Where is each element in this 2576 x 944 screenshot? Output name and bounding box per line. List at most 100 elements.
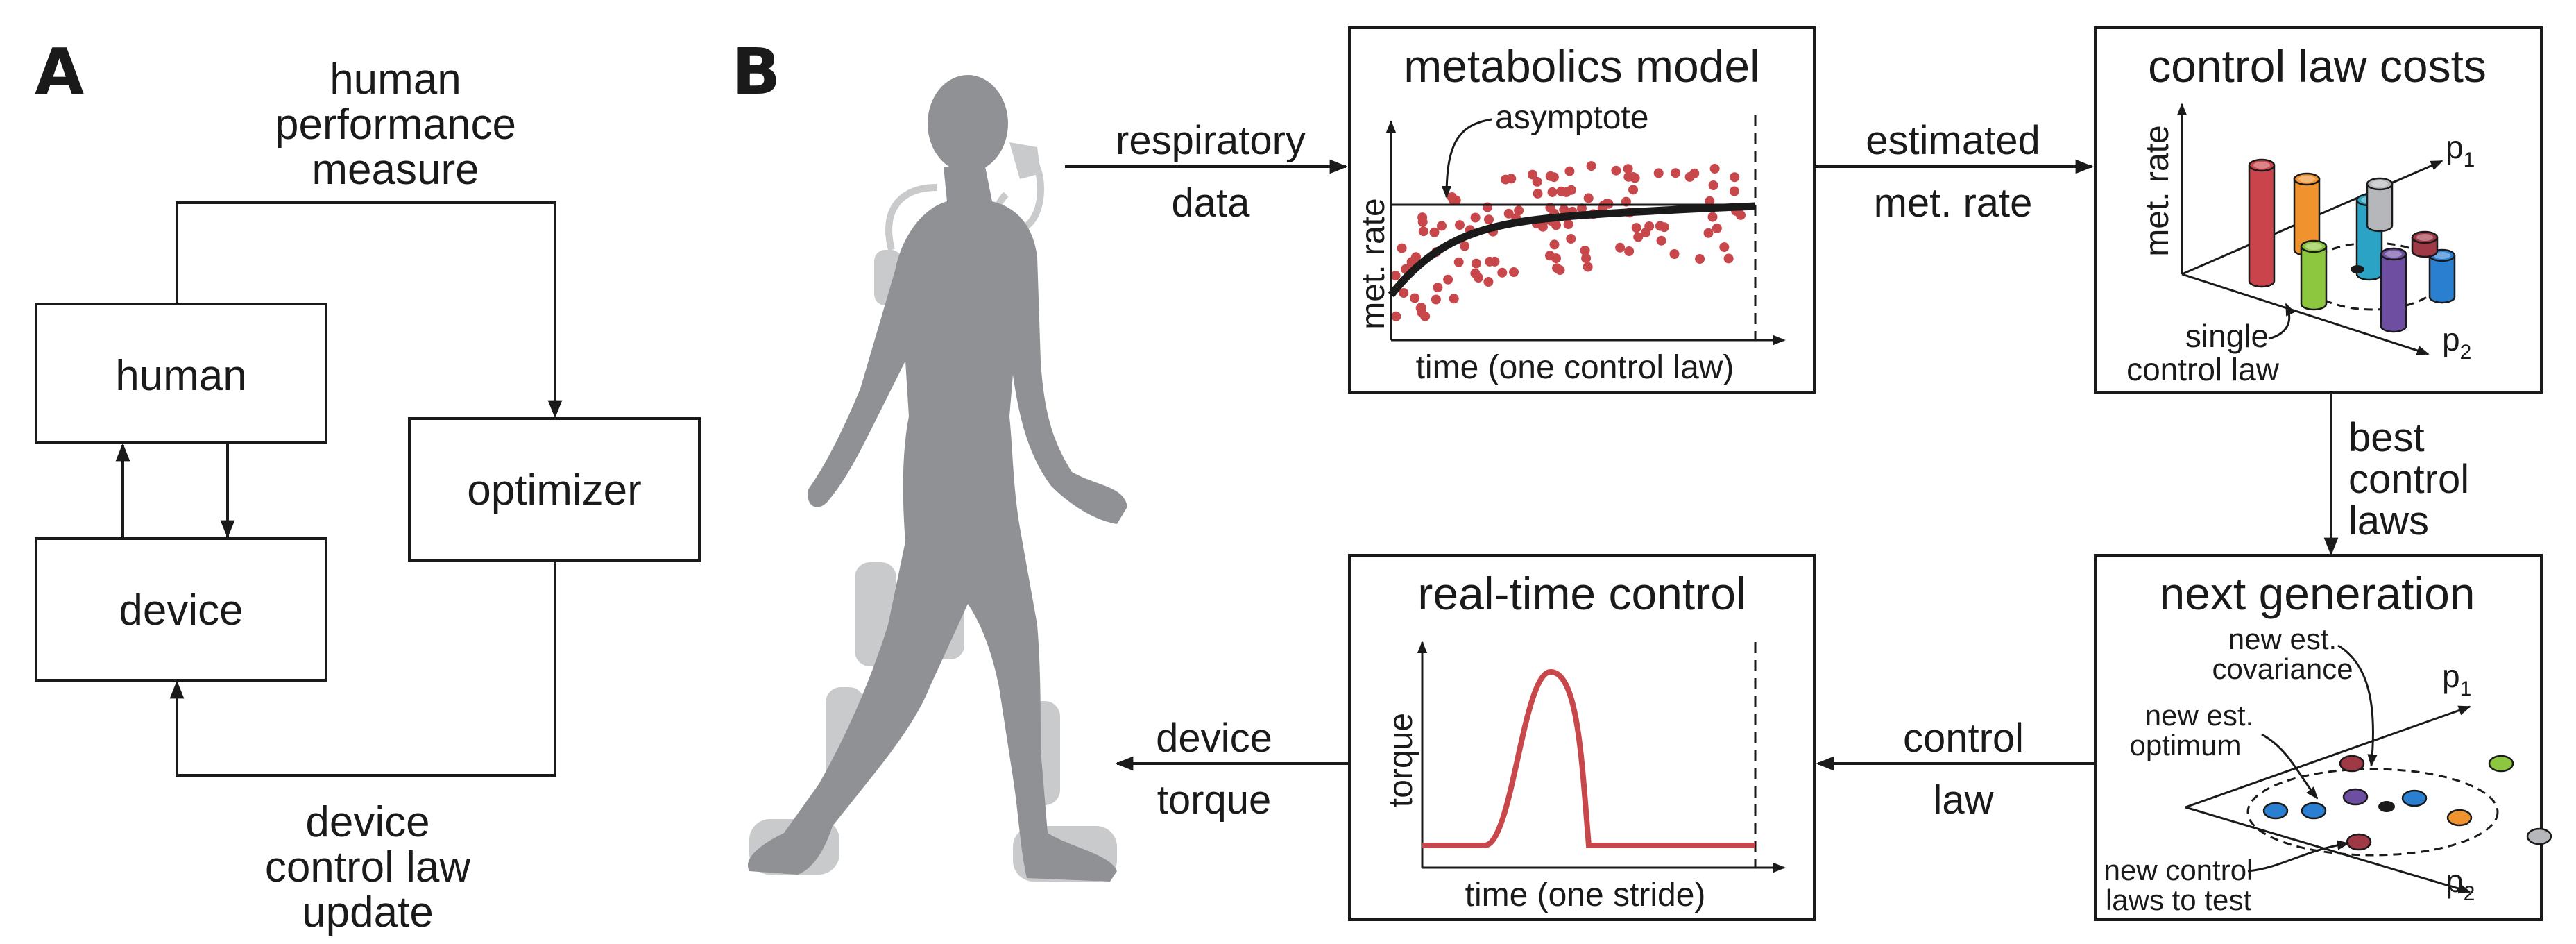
nextgen-p2-label: p2 xyxy=(2446,863,2475,905)
respiratory-sample-point xyxy=(1397,243,1407,253)
cost-cylinder-top xyxy=(2366,177,2394,191)
cost-cylinder xyxy=(2248,164,2276,288)
estimated-label-line1: estimated xyxy=(1866,118,2040,163)
metabolics-ylabel: met. rate xyxy=(1355,198,1392,329)
cost-cylinder-highlight xyxy=(2371,180,2388,187)
nextgen-covariance-ellipse xyxy=(2246,768,2499,857)
respiratory-sample-point xyxy=(1406,257,1417,267)
respiratory-sample-point xyxy=(1399,288,1409,298)
respiratory-sample-point xyxy=(1410,293,1420,303)
costs-p1-label: p1 xyxy=(2446,129,2475,171)
respiratory-sample-point xyxy=(1483,277,1494,287)
metabolics-fit-curve xyxy=(1388,202,1756,298)
respiratory-sample-point xyxy=(1653,168,1664,178)
respiratory-sample-point xyxy=(1655,221,1665,231)
metabolics-scatter xyxy=(1390,161,1746,321)
respiratory-sample-point xyxy=(1447,192,1457,202)
panel-a: A human performance measure human device… xyxy=(35,35,701,936)
new-covariance-label-line2: covariance xyxy=(2212,652,2353,685)
respiratory-sample-point xyxy=(1730,172,1740,183)
control-law-costs-title: control law costs xyxy=(2148,40,2487,92)
new-laws-label-line1: new control xyxy=(2104,854,2253,886)
respiratory-sample-point xyxy=(1586,161,1596,171)
new-control-law-point xyxy=(2342,788,2369,806)
panel-a-letter: A xyxy=(35,35,84,109)
cost-cylinder-top xyxy=(2293,172,2321,186)
respiratory-sample-point xyxy=(1514,205,1524,216)
respiratory-sample-point xyxy=(1433,283,1443,293)
respiratory-sample-point xyxy=(1503,208,1514,219)
arrow-optimizer-to-device xyxy=(169,560,556,777)
cost-cylinder xyxy=(2428,254,2456,304)
new-control-law-point xyxy=(2446,809,2473,827)
respiratory-sample-point xyxy=(1453,257,1464,267)
metabolics-model-title: metabolics model xyxy=(1404,40,1760,92)
respiratory-sample-point xyxy=(1631,223,1641,233)
panel-b-letter: B xyxy=(732,35,781,109)
cost-cylinder-top xyxy=(2248,158,2276,172)
respiratory-sample-point xyxy=(1391,311,1401,321)
respiratory-sample-point xyxy=(1429,227,1440,237)
respiratory-sample-point xyxy=(1656,235,1666,246)
respiratory-sample-point xyxy=(1684,171,1695,182)
nextgen-p1-axis xyxy=(2185,705,2471,809)
respiratory-sample-point xyxy=(1455,220,1465,230)
respiratory-sample-point xyxy=(1555,265,1565,276)
estimated-label-line2: met. rate xyxy=(1874,180,2033,226)
respiratory-sample-point xyxy=(1712,223,1722,233)
new-optimum-label-line2: optimum xyxy=(2129,729,2241,761)
cost-cylinder-highlight xyxy=(2385,251,2402,258)
respiratory-sample-point xyxy=(1705,196,1715,206)
respiratory-sample-point xyxy=(1581,253,1592,264)
respiratory-sample-point xyxy=(1623,164,1633,174)
respiratory-sample-point xyxy=(1549,239,1560,250)
best-label-line3: laws xyxy=(2348,498,2429,543)
cost-bars xyxy=(2248,158,2456,333)
respiratory-sample-point xyxy=(1703,228,1714,238)
respiratory-sample-point xyxy=(1566,234,1576,244)
respiratory-sample-point xyxy=(1420,311,1431,321)
respiratory-sample-point xyxy=(1615,242,1626,253)
new-control-law-point xyxy=(2401,789,2428,807)
respiratory-sample-point xyxy=(1506,174,1517,184)
respiratory-sample-point xyxy=(1532,176,1542,187)
respiratory-sample-point xyxy=(1437,221,1447,231)
torque-ylabel: torque xyxy=(1383,713,1419,807)
costs-ylabel: met. rate xyxy=(2139,125,2176,256)
respiratory-label-line1: respiratory xyxy=(1116,118,1306,163)
new-control-law-point xyxy=(2488,755,2514,773)
respiratory-sample-point xyxy=(1723,253,1734,264)
respiratory-sample-point xyxy=(1630,173,1640,183)
cost-cylinder xyxy=(2366,183,2394,233)
asymptote-label: asymptote xyxy=(1495,99,1648,136)
respiratory-sample-point xyxy=(1418,226,1428,237)
metabolics-model-box: metabolics model asymptote met. rate tim… xyxy=(1348,26,1816,394)
new-optimum-label-line1: new est. xyxy=(2145,699,2253,732)
next-generation-title: next generation xyxy=(2159,568,2475,619)
respiratory-sample-point xyxy=(1669,249,1680,259)
control-law-label-line1: control xyxy=(1903,716,2024,761)
respiratory-label-line2: data xyxy=(1172,180,1251,226)
respiratory-sample-point xyxy=(1551,253,1561,264)
device-box-label: device xyxy=(119,587,243,634)
respiratory-sample-point xyxy=(1484,214,1494,225)
optimizer-box-label: optimizer xyxy=(467,466,642,514)
respiratory-sample-point xyxy=(1628,185,1638,195)
cost-cylinder-highlight xyxy=(2305,243,2322,250)
control-law-costs-box: control law costs met. rate p1 p2 single… xyxy=(2094,26,2543,394)
respiratory-sample-point xyxy=(1551,220,1561,230)
control-law-label-line2: law xyxy=(1933,777,1994,823)
respiratory-sample-point xyxy=(1707,212,1718,222)
real-time-control-box: real-time control torque time (one strid… xyxy=(1348,554,1816,921)
cost-cylinder-top xyxy=(2300,239,2328,253)
cost-cylinder-highlight xyxy=(2253,162,2270,169)
respiratory-sample-point xyxy=(1671,168,1681,178)
respiratory-sample-point xyxy=(1443,274,1453,285)
new-laws-label-line2: laws to test xyxy=(2106,884,2251,916)
new-control-law-point xyxy=(2301,802,2327,820)
cost-cylinder-highlight xyxy=(2434,252,2450,259)
respiratory-sample-point xyxy=(1471,258,1481,269)
cost-cylinder xyxy=(2380,253,2407,333)
costs-p2-axis xyxy=(2181,273,2430,355)
cost-cylinder-top xyxy=(2380,247,2407,261)
